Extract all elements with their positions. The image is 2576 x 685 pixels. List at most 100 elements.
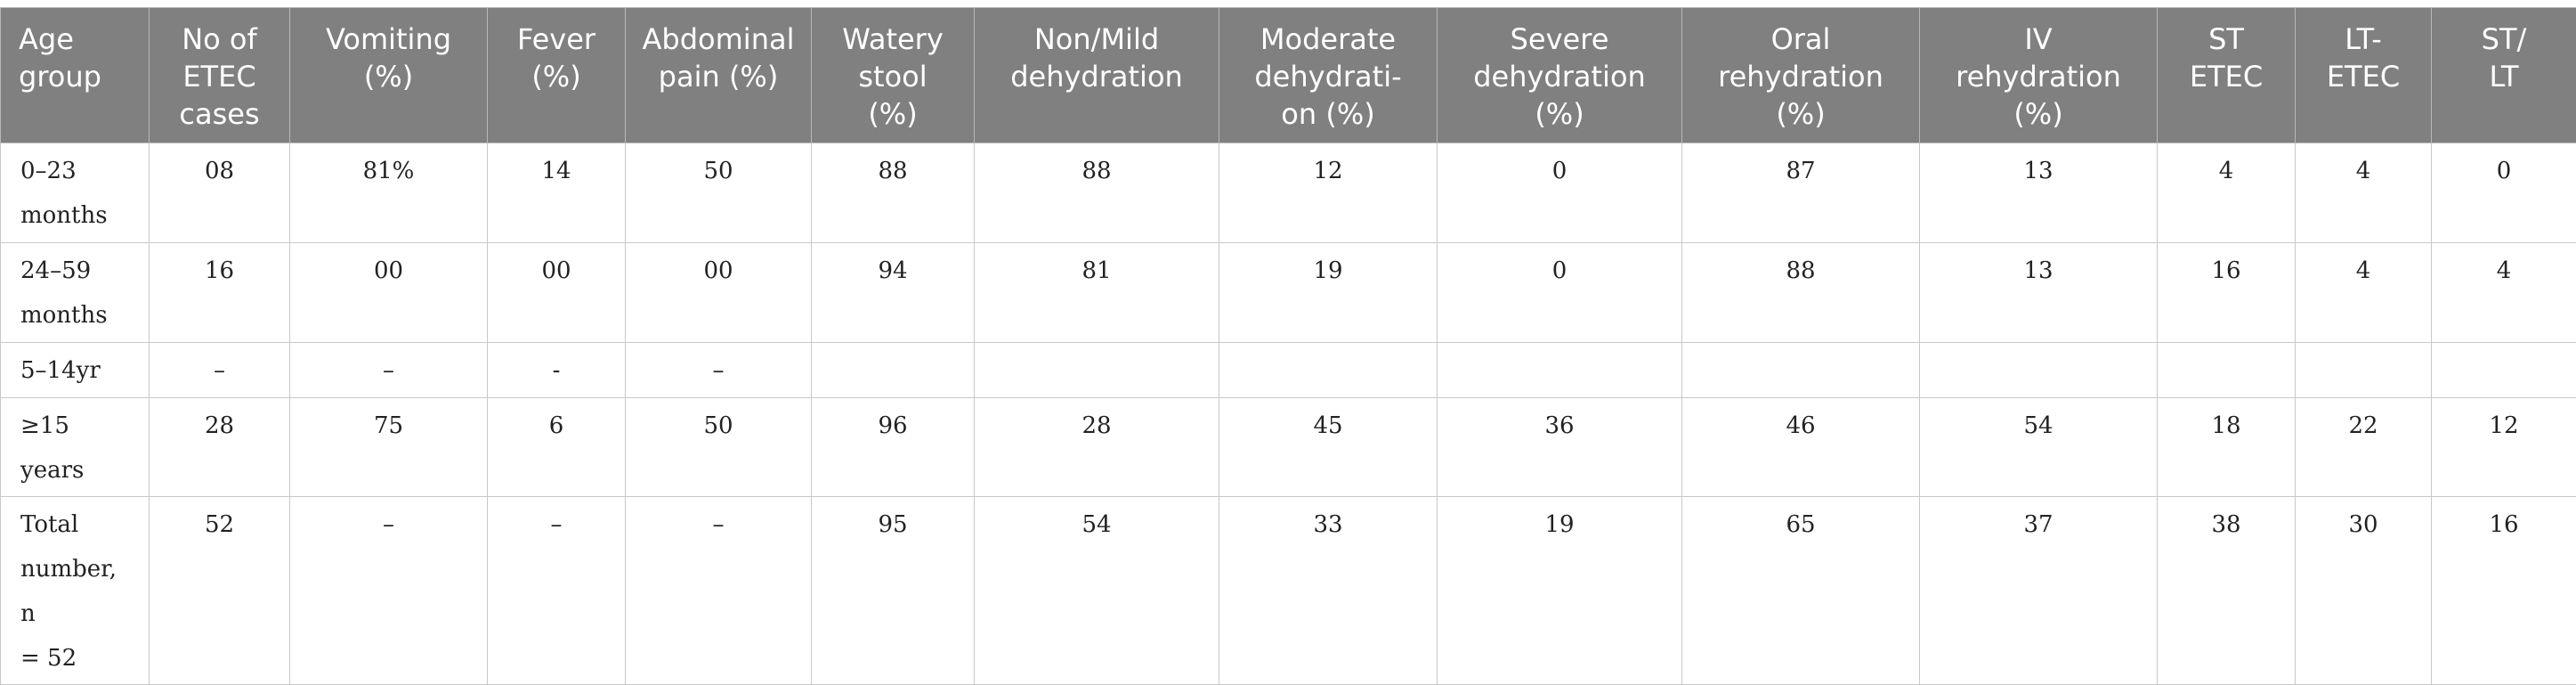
header-oral-rehydration: Oral rehydration (%) xyxy=(1682,8,1920,143)
cell-text: 45 xyxy=(1313,412,1342,439)
table-cell: 19 xyxy=(1219,243,1438,343)
table-cell: 08 xyxy=(150,143,290,243)
table-cell xyxy=(2296,343,2432,398)
cell-text: 65 xyxy=(1786,511,1815,538)
cell-text: 19 xyxy=(1544,511,1574,538)
table-cell xyxy=(2158,343,2296,398)
cell-text: 0 xyxy=(1552,158,1567,184)
cell-text: - xyxy=(553,357,561,384)
table-cell: 38 xyxy=(2158,497,2296,685)
header-etec-cases: No of ETEC cases xyxy=(150,8,290,143)
header-label: Abdominal pain (%) xyxy=(643,22,795,94)
cell-text: 0 xyxy=(2497,158,2512,184)
header-st-lt: ST/ LT xyxy=(2432,8,2576,143)
cell-text: – xyxy=(383,511,394,538)
table-row: Total number, n = 52 52 – – – 95 54 33 1… xyxy=(1,497,2576,685)
cell-text: 4 xyxy=(2219,158,2234,184)
table-cell: 0 xyxy=(1438,243,1682,343)
cell-text: 95 xyxy=(878,511,907,538)
table-cell: 75 xyxy=(290,398,488,497)
table-cell: 6 xyxy=(488,398,626,497)
cell-text: 5–14yr xyxy=(20,357,101,384)
table-row: 5–14yr – – - – xyxy=(1,343,2576,398)
table-cell: – xyxy=(626,343,812,398)
cell-text: 00 xyxy=(541,257,571,284)
table-cell: 37 xyxy=(1920,497,2158,685)
table-cell: 0–23 months xyxy=(1,143,150,243)
header-abdominal-pain: Abdominal pain (%) xyxy=(626,8,812,143)
cell-text: 4 xyxy=(2497,257,2512,284)
table-cell: 88 xyxy=(1682,243,1920,343)
header-label: LT- ETEC xyxy=(2327,22,2400,94)
cell-text: 54 xyxy=(2023,412,2053,439)
table-cell: 22 xyxy=(2296,398,2432,497)
table-cell: 88 xyxy=(975,143,1219,243)
header-label: Fever (%) xyxy=(517,22,595,94)
header-vomiting: Vomiting (%) xyxy=(290,8,488,143)
header-watery-stool: Watery stool (%) xyxy=(812,8,975,143)
table-cell: 81 xyxy=(975,243,1219,343)
table-row: ≥15 years 28 75 6 50 96 28 45 36 46 54 1… xyxy=(1,398,2576,497)
header-label: Severe dehydration (%) xyxy=(1473,22,1646,131)
cell-text: 14 xyxy=(541,158,571,184)
table-cell: Total number, n = 52 xyxy=(1,497,150,685)
cell-text: 33 xyxy=(1313,511,1342,538)
table-cell: 16 xyxy=(2158,243,2296,343)
table-cell: 12 xyxy=(1219,143,1438,243)
table-cell: 46 xyxy=(1682,398,1920,497)
table-cell: 16 xyxy=(150,243,290,343)
table-cell: 0 xyxy=(1438,143,1682,243)
table-row: 0–23 months 08 81% 14 50 88 88 12 0 87 1… xyxy=(1,143,2576,243)
header-non-mild-dehydration: Non/Mild dehydration xyxy=(975,8,1219,143)
table-cell: – xyxy=(150,343,290,398)
header-moderate-dehydration: Moderate dehydrati- on (%) xyxy=(1219,8,1438,143)
table-cell: 65 xyxy=(1682,497,1920,685)
table-cell: - xyxy=(488,343,626,398)
table-cell: 24–59 months xyxy=(1,243,150,343)
cell-text: 38 xyxy=(2211,511,2240,538)
cell-text: 96 xyxy=(878,412,907,439)
cell-text: 94 xyxy=(878,257,907,284)
table-cell: 5–14yr xyxy=(1,343,150,398)
table-cell: 94 xyxy=(812,243,975,343)
cell-text: ≥15 years xyxy=(20,412,84,484)
table-cell: 12 xyxy=(2432,398,2576,497)
table-cell: 96 xyxy=(812,398,975,497)
table-cell: 95 xyxy=(812,497,975,685)
cell-text: 12 xyxy=(2489,412,2518,439)
cell-text: 54 xyxy=(1081,511,1111,538)
table-cell: – xyxy=(488,497,626,685)
table-cell: 4 xyxy=(2432,243,2576,343)
table-cell: 50 xyxy=(626,398,812,497)
etec-table: Age group No of ETEC cases Vomiting (%) … xyxy=(0,7,2576,685)
table-cell: ≥15 years xyxy=(1,398,150,497)
cell-text: 16 xyxy=(205,257,234,284)
cell-text: 0–23 months xyxy=(20,158,108,229)
cell-text: 87 xyxy=(1786,158,1815,184)
cell-text: 6 xyxy=(549,412,564,439)
cell-text: 4 xyxy=(2356,158,2371,184)
table-cell: 36 xyxy=(1438,398,1682,497)
header-st-etec: ST ETEC xyxy=(2158,8,2296,143)
cell-text: 08 xyxy=(205,158,234,184)
cell-text: 52 xyxy=(205,511,234,538)
cell-text: 12 xyxy=(1313,158,1342,184)
cell-text: 81% xyxy=(363,158,415,184)
cell-text: 28 xyxy=(205,412,234,439)
table-cell xyxy=(975,343,1219,398)
table-cell: – xyxy=(626,497,812,685)
table-cell: 81% xyxy=(290,143,488,243)
table-row: 24–59 months 16 00 00 00 94 81 19 0 88 1… xyxy=(1,243,2576,343)
cell-text: – xyxy=(383,357,394,384)
cell-text: 13 xyxy=(2023,257,2053,284)
cell-text: 88 xyxy=(1786,257,1815,284)
cell-text: 30 xyxy=(2348,511,2378,538)
cell-text: 00 xyxy=(703,257,733,284)
header-row: Age group No of ETEC cases Vomiting (%) … xyxy=(1,8,2576,143)
header-label: Age group xyxy=(19,22,101,94)
table-cell: – xyxy=(290,343,488,398)
table-cell: 0 xyxy=(2432,143,2576,243)
header-label: ST/ LT xyxy=(2482,22,2527,94)
table-cell: 16 xyxy=(2432,497,2576,685)
cell-text: 16 xyxy=(2489,511,2518,538)
